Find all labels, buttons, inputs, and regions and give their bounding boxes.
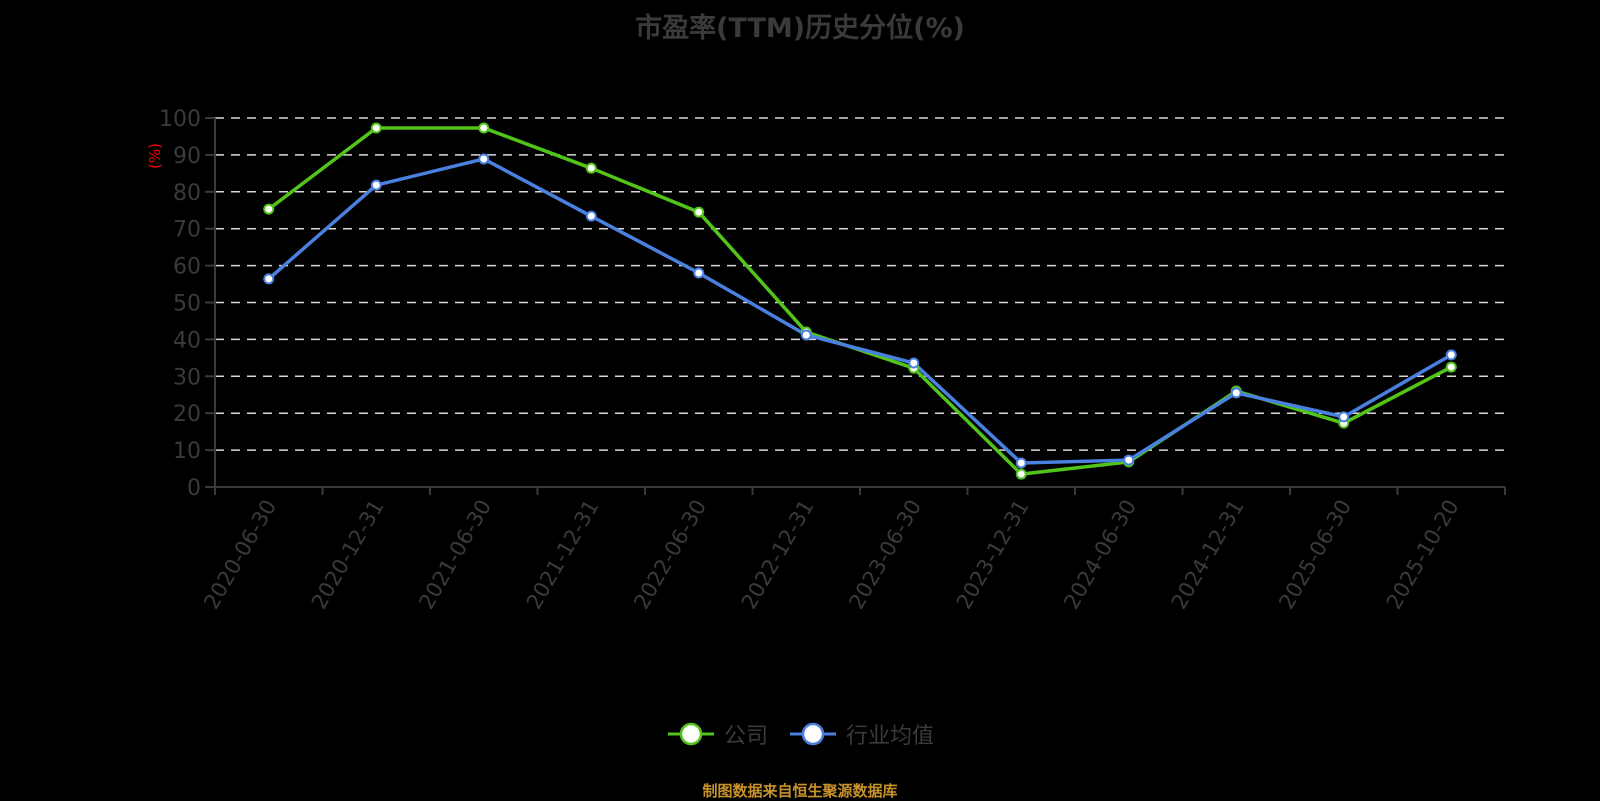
legend-label-company: 公司 (723, 724, 768, 749)
data-point-industry[interactable] (478, 153, 490, 165)
data-point-company[interactable] (585, 162, 597, 174)
x-tick-label: 2023-06-30 (844, 496, 926, 614)
legend-item-company[interactable]: 公司 (666, 718, 768, 750)
series-line-company[interactable] (267, 126, 1453, 476)
y-tick-label: 30 (173, 365, 201, 390)
series-lines[interactable] (263, 122, 1457, 480)
data-point-company[interactable] (370, 122, 382, 134)
x-tick-label: 2021-12-31 (522, 496, 604, 614)
data-point-company[interactable] (1445, 361, 1457, 373)
x-tick-label: 2025-10-20 (1382, 496, 1464, 614)
data-point-industry[interactable] (908, 357, 920, 369)
legend-company-marker-icon (667, 722, 714, 746)
y-axis: 0 10 20 30 40 50 60 70 80 90 100 (159, 107, 216, 501)
legend-industry-marker-icon (790, 722, 836, 746)
y-tick-label: 20 (173, 402, 201, 427)
data-point-industry[interactable] (1338, 411, 1350, 423)
data-point-industry[interactable] (693, 267, 705, 279)
y-tick-label: 50 (173, 292, 201, 317)
data-point-industry[interactable] (800, 329, 812, 341)
data-point-industry[interactable] (1445, 349, 1457, 361)
data-source-footer: 制图数据来自恒生聚源数据库 (702, 782, 898, 800)
x-tick-label: 2024-06-30 (1059, 496, 1141, 614)
y-tick-label: 90 (173, 144, 201, 169)
x-tick-label: 2021-06-30 (414, 496, 496, 614)
series-line-industry[interactable] (267, 157, 1453, 465)
x-axis: 2020-06-30 2020-12-31 2021-06-30 2021-12-31… (199, 486, 1506, 614)
y-tick-label: 0 (187, 476, 201, 501)
y-tick-label: 60 (173, 255, 201, 280)
data-point-company[interactable] (1015, 468, 1027, 480)
data-point-industry[interactable] (1230, 387, 1242, 399)
data-point-industry[interactable] (1015, 457, 1027, 469)
y-tick-label: 100 (159, 107, 201, 132)
y-tick-label: 80 (173, 181, 201, 206)
data-point-company[interactable] (263, 203, 275, 215)
data-point-industry[interactable] (370, 179, 382, 191)
data-point-company[interactable] (693, 206, 705, 218)
grid-lines (215, 117, 1505, 451)
x-tick-label: 2024-12-31 (1167, 496, 1249, 614)
x-tick-label: 2022-06-30 (629, 496, 711, 614)
x-tick-label: 2023-12-31 (952, 496, 1034, 614)
data-point-company[interactable] (478, 122, 490, 134)
x-tick-label: 2020-06-30 (199, 496, 281, 614)
y-tick-label: 70 (173, 218, 201, 243)
x-tick-label: 2020-12-31 (307, 496, 389, 614)
line-chart: 0 10 20 30 40 50 60 70 80 90 100 2020-06-30 2020-12… (146, 107, 1506, 614)
x-tick-label: 2022-12-31 (737, 496, 819, 614)
y-axis-unit: (%) (146, 143, 164, 169)
data-point-industry[interactable] (585, 210, 597, 222)
y-tick-label: 40 (173, 328, 201, 353)
legend-item-industry[interactable]: 行业均值 (788, 718, 934, 750)
x-tick-label: 2025-06-30 (1274, 496, 1356, 614)
data-point-industry[interactable] (1123, 454, 1135, 466)
legend-label-industry: 行业均值 (846, 724, 935, 749)
chart-title: 市盈率(TTM)历史分位(%) (635, 13, 965, 44)
data-point-industry[interactable] (263, 273, 275, 285)
legend: 公司 行业均值 (0, 718, 1600, 750)
y-tick-label: 10 (173, 439, 201, 464)
